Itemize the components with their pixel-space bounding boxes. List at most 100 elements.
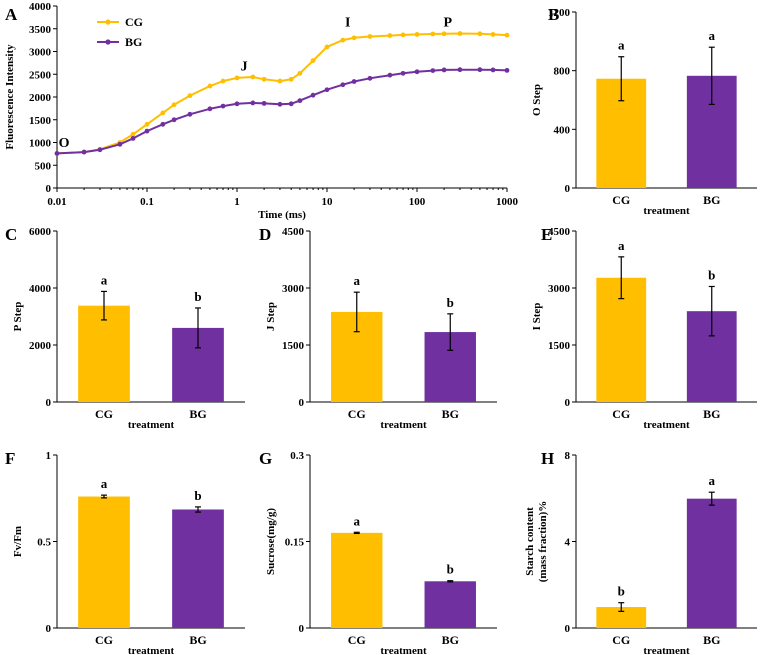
x-axis-title: treatment (128, 419, 175, 431)
category-label-cg: CG (95, 633, 113, 647)
series-point-cg (234, 75, 240, 81)
legend-label-bg: BG (125, 35, 142, 49)
bar-cg (331, 532, 383, 628)
series-point-cg (477, 31, 483, 37)
category-label-bg: BG (189, 633, 206, 647)
series-point-cg (504, 32, 510, 38)
significance-letter-bg: b (194, 488, 201, 503)
series-point-bg (288, 101, 294, 107)
series-point-cg (144, 121, 150, 127)
y-tick-label: 8 (565, 450, 571, 462)
y-tick-label: 0 (565, 397, 571, 409)
annotation-j: J (241, 60, 248, 75)
series-point-bg (477, 67, 483, 73)
y-axis-title: I Step (531, 303, 543, 331)
x-tick-label: 1000 (496, 196, 519, 208)
significance-letter-bg: b (194, 289, 201, 304)
bar-bg (686, 498, 737, 628)
category-label-cg: CG (612, 633, 630, 647)
series-point-bg (117, 141, 123, 147)
series-point-bg (387, 72, 393, 78)
series-point-bg (430, 68, 436, 74)
y-tick-label: 0 (565, 183, 571, 195)
y-tick-label: 4500 (548, 226, 571, 238)
series-point-bg (97, 147, 103, 153)
category-label-cg: CG (348, 407, 366, 421)
legend-marker-cg (105, 19, 111, 25)
legend-marker-bg (105, 39, 111, 45)
series-point-cg (340, 37, 346, 43)
y-tick-label: 1500 (548, 340, 571, 352)
x-tick-label: 0.1 (140, 196, 154, 208)
y-axis-title: Fluorescence Intensity (4, 44, 16, 150)
series-point-bg (490, 67, 496, 73)
series-point-bg (504, 67, 510, 73)
y-tick-label: 400 (554, 124, 571, 136)
y-axis-title-line: J Step (265, 302, 277, 331)
annotation-i: I (345, 15, 350, 30)
significance-letter-cg: a (618, 238, 625, 253)
series-point-cg (261, 76, 267, 82)
series-point-cg (414, 32, 420, 37)
bar-cg (78, 496, 130, 628)
series-point-cg (130, 131, 136, 137)
x-axis-title: treatment (380, 419, 427, 431)
series-point-bg (187, 111, 193, 117)
y-tick-label: 500 (35, 160, 52, 172)
category-label-bg: BG (442, 633, 459, 647)
x-axis-title: Time (ms) (258, 209, 306, 221)
y-axis-title-line: I Step (531, 303, 543, 331)
y-axis-title-line: P Step (12, 302, 24, 332)
series-point-bg (250, 100, 256, 106)
series-point-cg (288, 76, 294, 82)
series-point-cg (207, 83, 213, 89)
series-point-cg (297, 70, 303, 76)
series-point-bg (144, 128, 150, 134)
category-label-bg: BG (703, 193, 720, 207)
series-point-cg (220, 78, 226, 84)
significance-letter-bg: b (447, 562, 454, 577)
significance-letter-cg: b (618, 584, 625, 599)
x-axis-title: treatment (643, 205, 690, 217)
series-point-bg (171, 117, 177, 123)
legend-label-cg: CG (125, 15, 143, 29)
series-point-cg (367, 34, 373, 39)
series-point-bg (234, 101, 240, 107)
series-point-cg (171, 102, 177, 108)
y-tick-label: 0 (46, 623, 52, 635)
series-point-cg (310, 58, 316, 63)
category-label-cg: CG (348, 633, 366, 647)
x-tick-label: 1 (234, 196, 240, 208)
y-axis-title: Sucrose(mg/g) (265, 508, 277, 575)
category-label-bg: BG (703, 633, 720, 647)
series-point-bg (261, 100, 267, 106)
x-axis-title: treatment (643, 419, 690, 431)
series-point-cg (187, 93, 193, 99)
series-point-bg (160, 121, 166, 127)
y-axis-title-line: O Step (531, 84, 543, 116)
y-axis-title-line: Sucrose(mg/g) (265, 508, 277, 575)
series-point-bg (220, 103, 226, 109)
series-point-cg (387, 33, 393, 38)
y-tick-label: 1000 (29, 138, 52, 150)
series-point-cg (277, 78, 283, 84)
significance-letter-bg: b (447, 295, 454, 310)
y-tick-label: 3000 (282, 283, 305, 295)
y-tick-label: 0 (299, 397, 305, 409)
y-tick-label: 0 (299, 623, 305, 635)
panel-letter-c: C (5, 225, 17, 244)
panel-letter-h: H (541, 449, 554, 468)
y-tick-label: 4 (565, 537, 571, 549)
series-point-bg (340, 82, 346, 88)
series-point-cg (441, 31, 447, 37)
bar-cg (596, 607, 647, 628)
y-tick-label: 2500 (29, 69, 52, 81)
y-axis-title-line: Fv/Fm (12, 526, 24, 557)
panel-letter-e: E (541, 225, 552, 244)
y-tick-label: 3500 (29, 24, 52, 36)
panel-letter-a: A (5, 5, 18, 24)
series-point-bg (130, 136, 136, 141)
series-point-bg (457, 67, 463, 73)
y-axis-title: Fv/Fm (12, 526, 24, 557)
annotation-p: P (444, 15, 453, 30)
